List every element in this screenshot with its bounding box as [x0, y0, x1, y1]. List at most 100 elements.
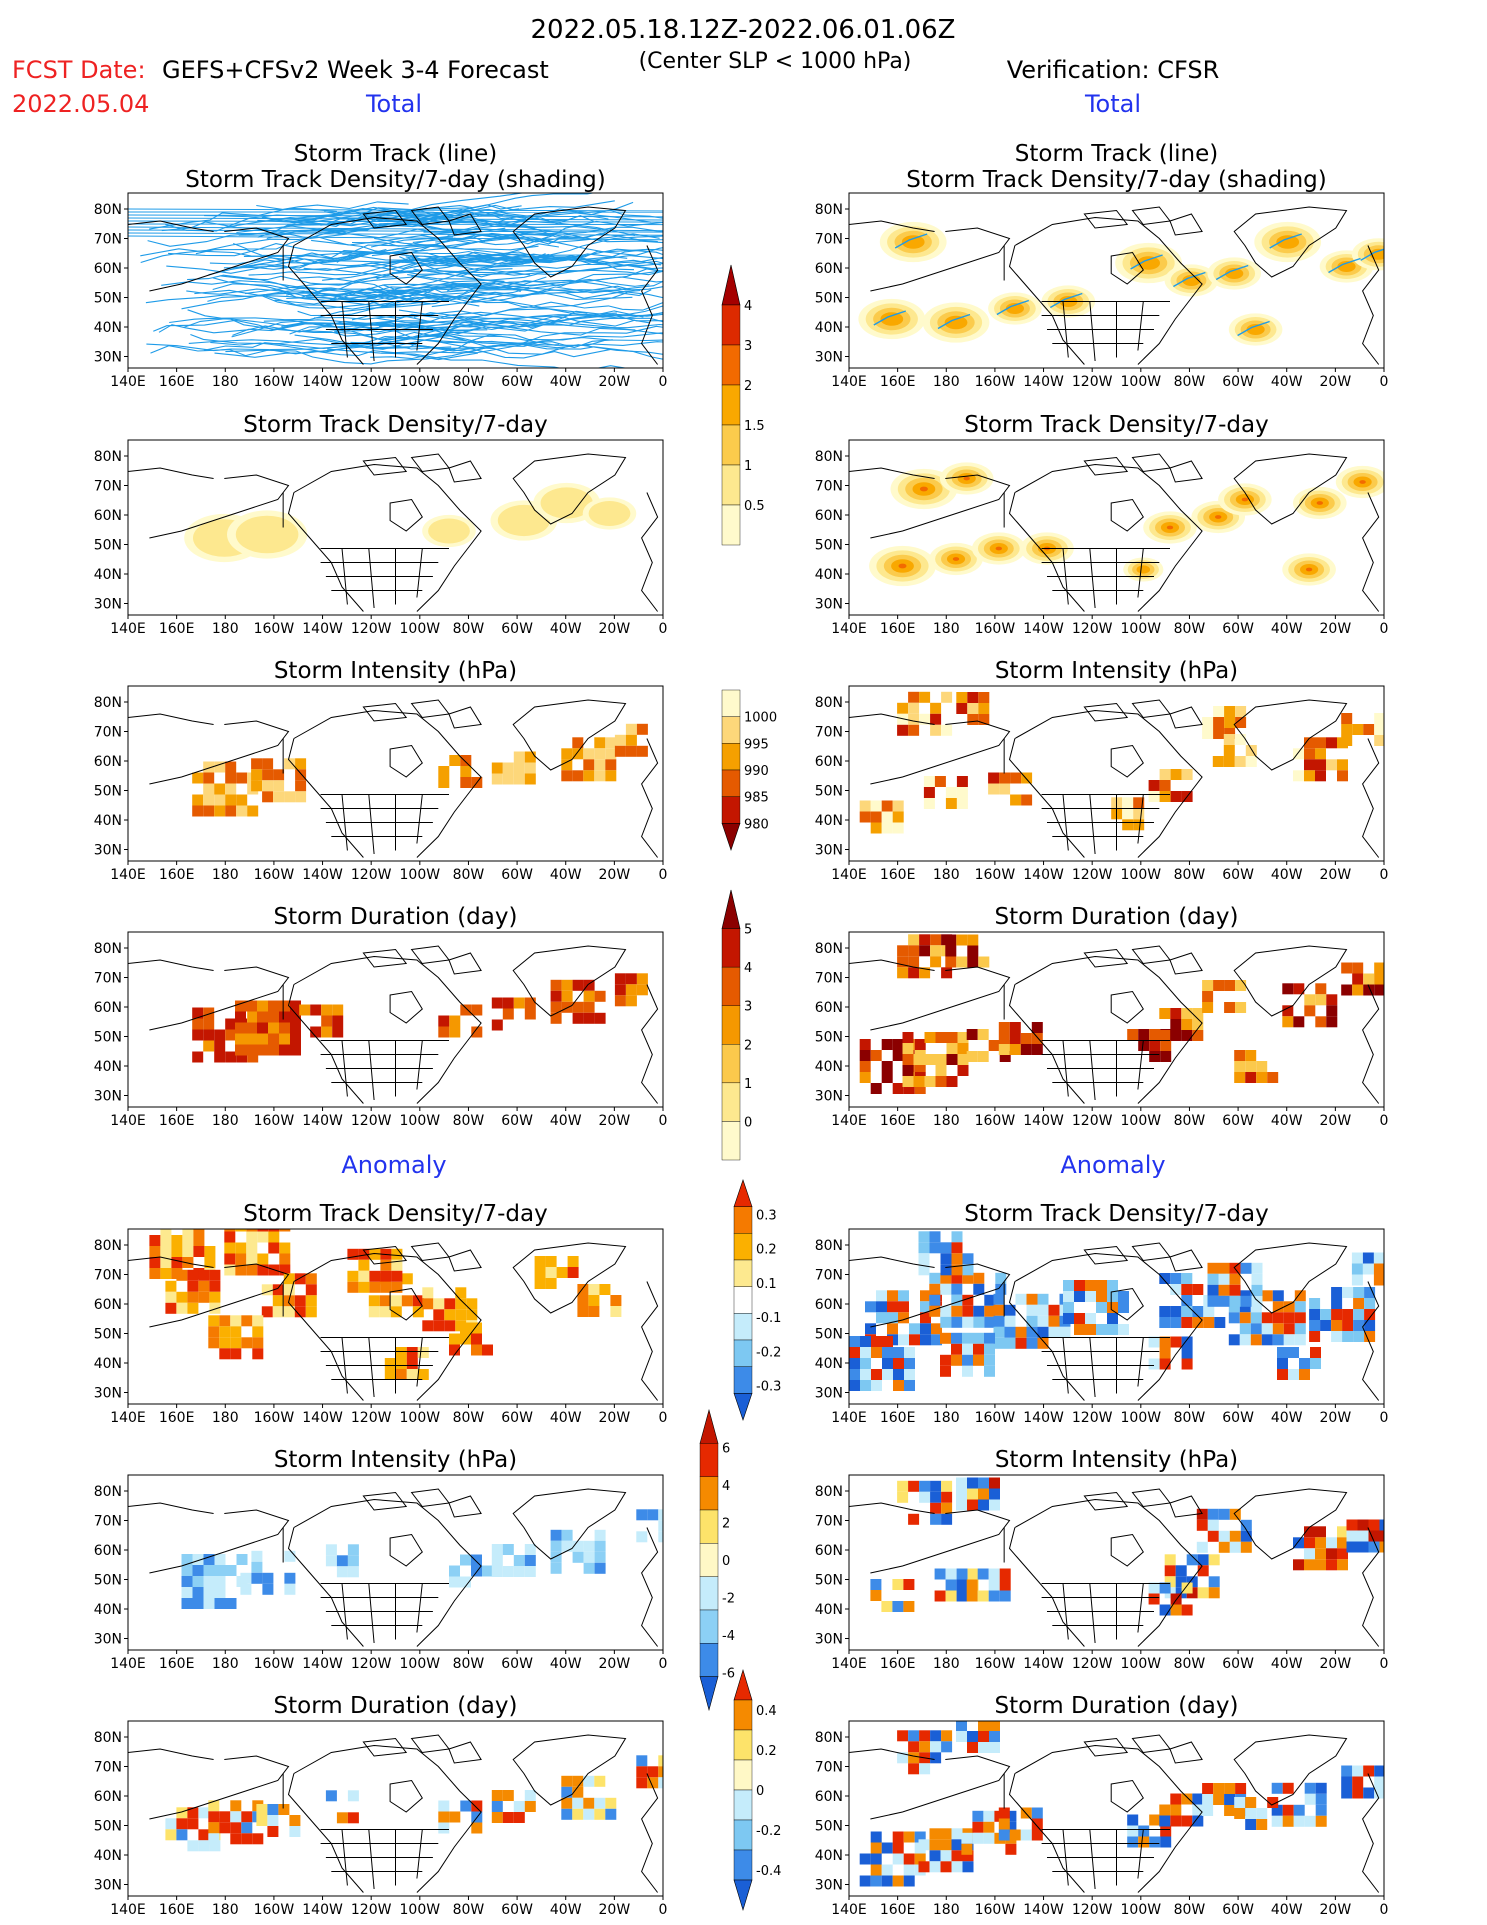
- shade-cell: [284, 1572, 296, 1584]
- shade-cell: [941, 1513, 953, 1525]
- shade-cell: [1031, 1818, 1043, 1830]
- lat-tick-label: 60N: [94, 261, 122, 277]
- storm-track-line: [937, 313, 971, 330]
- coastline: [1110, 1533, 1144, 1567]
- shade-cell: [203, 1029, 215, 1041]
- shade-cell: [625, 745, 637, 757]
- shade-cell: [502, 1566, 514, 1577]
- shade-cell: [1240, 1262, 1252, 1274]
- shade-cell: [984, 1294, 996, 1306]
- shade-cell: [1234, 1808, 1246, 1819]
- shade-cell: [897, 967, 909, 979]
- shade-cell: [449, 1333, 460, 1345]
- shade-cell: [225, 794, 237, 806]
- storm-track-line: [369, 221, 616, 239]
- colorbar-segment: [721, 304, 741, 346]
- shade-cell: [903, 1831, 915, 1843]
- shade-cell: [940, 1242, 952, 1254]
- shade-cell: [893, 1358, 904, 1369]
- shade-cell: [941, 1741, 953, 1753]
- lon-tick-label: 40W: [550, 1656, 582, 1672]
- shade-cell: [941, 691, 953, 703]
- shade-cell: [876, 1312, 887, 1324]
- shade-cell: [502, 762, 514, 774]
- shade-cell: [887, 1290, 898, 1302]
- shade-cell: [502, 1790, 514, 1801]
- shade-cell: [1251, 1262, 1263, 1274]
- shade-cell: [1197, 1565, 1209, 1577]
- shade-cell: [961, 1832, 973, 1844]
- lon-tick-label: 180: [212, 1656, 239, 1672]
- coastline: [1110, 1287, 1144, 1321]
- lon-tick-label: 80W: [1174, 1902, 1206, 1918]
- colorbar-tip: [721, 823, 741, 851]
- coastline: [128, 1256, 214, 1268]
- lon-tick-label: 100W: [1121, 1113, 1162, 1129]
- shade-cell: [251, 780, 263, 792]
- shade-cell: [1181, 1815, 1193, 1827]
- shade-cell: [625, 973, 637, 985]
- shade-cell: [930, 1491, 942, 1503]
- panel-title: Storm Duration (day): [274, 1693, 518, 1719]
- shade-cell: [1293, 770, 1304, 782]
- storm-track-line: [149, 207, 337, 230]
- lon-tick-label: 120W: [351, 1902, 392, 1918]
- shade-cell: [859, 1072, 871, 1083]
- shade-cell: [182, 1246, 194, 1257]
- shade-cell: [257, 1011, 268, 1023]
- lat-tick-label: 60N: [815, 508, 843, 524]
- shade-cell: [957, 1043, 969, 1054]
- shade-cell: [962, 1264, 974, 1276]
- shade-cell: [594, 1775, 606, 1787]
- lat-tick-label: 70N: [815, 1514, 843, 1530]
- shade-cell: [176, 1269, 188, 1281]
- lon-tick-label: 60W: [1222, 374, 1254, 390]
- colorbar-segment: [721, 716, 741, 744]
- shade-cell: [1202, 991, 1214, 1002]
- lon-tick-label: 120W: [1072, 1902, 1113, 1918]
- shade-cell: [1004, 1315, 1016, 1327]
- shade-cell: [989, 1731, 1000, 1742]
- lon-tick-label: 120W: [1072, 621, 1113, 637]
- shade-cell: [1346, 1519, 1358, 1531]
- shade-cell: [923, 776, 935, 787]
- shade-cell: [1234, 1061, 1246, 1072]
- shade-cell: [625, 723, 637, 735]
- shade-cell: [1037, 1293, 1049, 1305]
- storm-track-line: [128, 214, 663, 218]
- shade-cell: [513, 751, 525, 763]
- shade-cell: [262, 758, 274, 770]
- shade-cell: [438, 1811, 450, 1823]
- shade-cell: [1362, 1252, 1374, 1264]
- shade-cell: [871, 1380, 882, 1391]
- shade-cell: [295, 780, 307, 792]
- shade-cell: [583, 748, 595, 760]
- storm-track-line: [297, 299, 431, 317]
- shade-cell: [252, 1315, 264, 1327]
- shade-cell: [491, 1566, 503, 1577]
- shade-cell: [1364, 1309, 1376, 1320]
- shade-cell: [920, 1334, 931, 1346]
- colorbar-label: -0.4: [756, 1864, 781, 1879]
- shade-cell: [1015, 1293, 1027, 1305]
- panel-title: Storm Track Density/7-day: [964, 1201, 1268, 1227]
- shade-contour: [1276, 235, 1300, 249]
- shade-cell: [599, 1284, 611, 1295]
- shade-cell: [1096, 1302, 1107, 1313]
- storm-track-line: [150, 333, 464, 357]
- storm-track-line: [208, 264, 540, 277]
- shade-cell: [214, 1587, 226, 1598]
- shade-cell: [273, 780, 285, 792]
- lon-tick-label: 0: [1380, 1410, 1389, 1426]
- coastline: [641, 1281, 659, 1401]
- shade-cell: [1192, 1284, 1204, 1295]
- shade-cell: [1107, 1291, 1118, 1302]
- shade-cell: [962, 1272, 974, 1284]
- shade-cell: [956, 692, 968, 703]
- shade-cell: [1181, 1347, 1193, 1359]
- shade-cell: [247, 805, 259, 817]
- lon-tick-label: 160E: [159, 621, 195, 637]
- shade-cell: [984, 1354, 995, 1366]
- lon-tick-label: 160W: [975, 621, 1016, 637]
- shade-cell: [1304, 1537, 1315, 1549]
